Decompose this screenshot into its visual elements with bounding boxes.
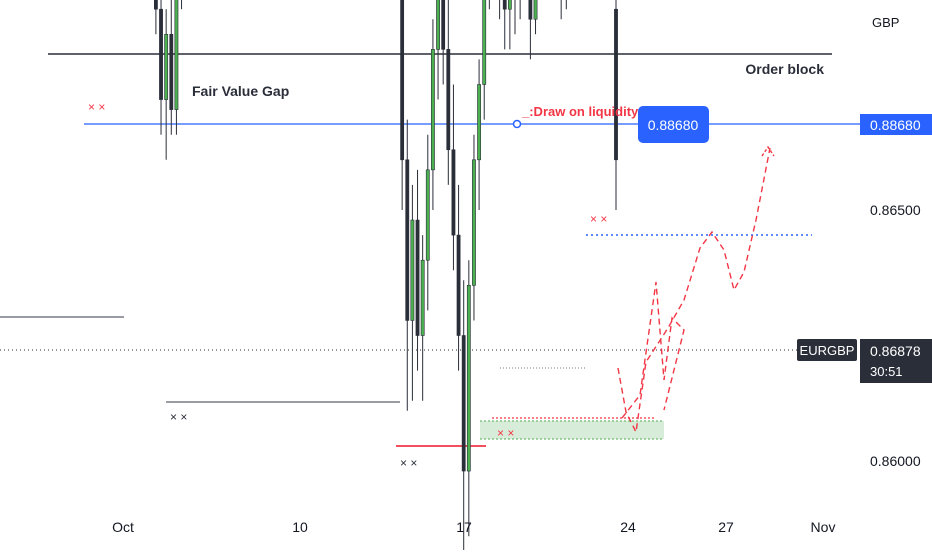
symbol-label-text: EURGBP (800, 343, 855, 358)
fair-value-gap-zone[interactable] (480, 421, 664, 439)
projected-arrowhead (761, 145, 775, 157)
time-tick-label: 27 (718, 519, 734, 535)
candle[interactable] (477, 59, 481, 210)
candle[interactable] (461, 280, 466, 552)
time-tick-label: 10 (292, 519, 308, 535)
price-axis-ticks: 0.890000.885000.880000.875000.870000.865… (870, 202, 921, 469)
candle[interactable] (565, 0, 568, 10)
candle[interactable] (533, 0, 538, 35)
draw-on-liquidity-label: _:Draw on liquidity (521, 104, 639, 119)
candle[interactable] (410, 184, 415, 401)
candle[interactable] (154, 0, 158, 35)
projected-path-alt[interactable] (621, 281, 685, 419)
countdown-text: 30:51 (870, 364, 903, 379)
candle[interactable] (528, 0, 533, 60)
candle[interactable] (446, 0, 451, 185)
candles-layer (154, 0, 618, 552)
time-tick-label: Nov (811, 519, 836, 535)
candle[interactable] (513, 0, 516, 35)
draw-on-liquidity-anchor[interactable] (512, 119, 522, 129)
price-tick-label: 0.86500 (870, 202, 921, 218)
x-mark-red-2: × × (590, 212, 607, 226)
candle[interactable] (436, 0, 440, 100)
x-mark-red-1: × × (88, 100, 105, 114)
candle[interactable] (164, 9, 169, 160)
candle[interactable] (415, 169, 420, 371)
axes-layer: GBP 0.890000.885000.880000.875000.870000… (112, 0, 932, 550)
time-axis-ticks: Oct 10 17 24 27 Nov (112, 519, 835, 535)
x-mark-black-1: × × (170, 410, 187, 424)
time-tick-label: 24 (620, 519, 636, 535)
price-axis-bg[interactable] (860, 0, 932, 550)
fair-value-gap-label: Fair Value Gap (192, 83, 289, 99)
time-tick-label: Oct (112, 519, 134, 535)
price-tick-label: 0.86000 (870, 453, 921, 469)
candle[interactable] (456, 184, 461, 371)
labels-layer: Order block Fair Value Gap _:Draw on liq… (88, 61, 824, 470)
candle[interactable] (425, 134, 430, 311)
candle[interactable] (169, 0, 174, 135)
candle[interactable] (466, 260, 471, 537)
candle[interactable] (519, 0, 522, 20)
target-price-badge-text: 0.88680 (648, 117, 699, 133)
candle[interactable] (420, 235, 425, 401)
last-price-axis-label[interactable] (860, 339, 932, 383)
time-tick-label: 17 (456, 519, 472, 535)
projected-path-main[interactable] (617, 147, 771, 435)
target-price-badge[interactable] (638, 106, 709, 143)
candle[interactable] (451, 84, 456, 271)
candle[interactable] (488, 0, 491, 10)
drawings-layer (0, 53, 860, 447)
candle[interactable] (400, 0, 405, 210)
candle[interactable] (159, 0, 163, 135)
candle[interactable] (180, 0, 183, 10)
target-price-axis-label[interactable] (860, 114, 932, 135)
x-mark-red-3: × × (497, 426, 514, 440)
candle[interactable] (431, 19, 435, 210)
candle[interactable] (482, 0, 487, 120)
x-mark-black-2: × × (400, 456, 417, 470)
candle[interactable] (614, 0, 618, 210)
candle[interactable] (472, 134, 476, 321)
target-price-axis-text: 0.88680 (870, 117, 921, 133)
candle[interactable] (507, 0, 512, 50)
candle[interactable] (405, 119, 410, 411)
candle[interactable] (560, 0, 563, 20)
order-block-label: Order block (745, 61, 824, 77)
candle[interactable] (502, 0, 507, 50)
candle[interactable] (498, 0, 501, 20)
last-price-text: 0.86878 (870, 343, 921, 359)
candle[interactable] (174, 0, 179, 135)
candle[interactable] (441, 0, 446, 85)
symbol-label[interactable] (797, 339, 857, 361)
currency-label: GBP (872, 15, 899, 30)
